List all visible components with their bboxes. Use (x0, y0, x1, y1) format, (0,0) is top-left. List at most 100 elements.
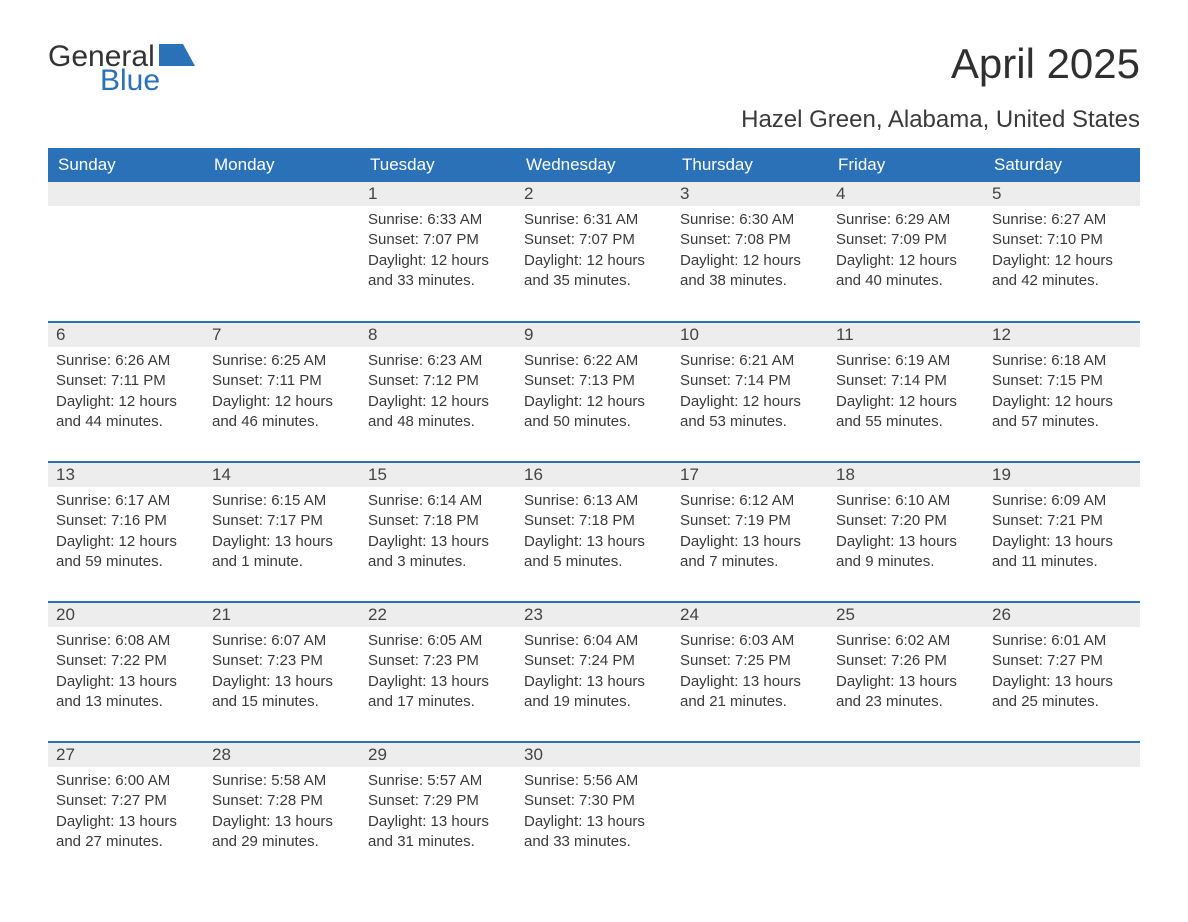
calendar-cell: 5Sunrise: 6:27 AMSunset: 7:10 PMDaylight… (984, 182, 1140, 322)
month-title: April 2025 (741, 40, 1140, 88)
sunset-text: Sunset: 7:14 PM (680, 371, 820, 391)
sunset-text: Sunset: 7:17 PM (212, 511, 352, 531)
calendar-cell: 24Sunrise: 6:03 AMSunset: 7:25 PMDayligh… (672, 602, 828, 742)
day-number: 12 (984, 323, 1140, 347)
daylight-text: Daylight: 12 hours and 35 minutes. (524, 251, 664, 292)
day-details: Sunrise: 6:09 AMSunset: 7:21 PMDaylight:… (984, 487, 1140, 584)
dayname-wednesday: Wednesday (516, 148, 672, 182)
calendar-cell: 1Sunrise: 6:33 AMSunset: 7:07 PMDaylight… (360, 182, 516, 322)
sunset-text: Sunset: 7:15 PM (992, 371, 1132, 391)
calendar-cell: 29Sunrise: 5:57 AMSunset: 7:29 PMDayligh… (360, 742, 516, 882)
sunrise-text: Sunrise: 6:10 AM (836, 491, 976, 511)
daylight-text: Daylight: 12 hours and 40 minutes. (836, 251, 976, 292)
day-number: 26 (984, 603, 1140, 627)
calendar-cell (48, 182, 204, 322)
daylight-text: Daylight: 13 hours and 31 minutes. (368, 812, 508, 853)
calendar-cell: 6Sunrise: 6:26 AMSunset: 7:11 PMDaylight… (48, 322, 204, 462)
daylight-text: Daylight: 13 hours and 15 minutes. (212, 672, 352, 713)
day-number (984, 743, 1140, 767)
day-details: Sunrise: 6:30 AMSunset: 7:08 PMDaylight:… (672, 206, 828, 303)
calendar-cell: 11Sunrise: 6:19 AMSunset: 7:14 PMDayligh… (828, 322, 984, 462)
day-number: 19 (984, 463, 1140, 487)
calendar-cell: 10 Sunrise: 6:21 AMSunset: 7:14 PMDayligh… (672, 322, 828, 462)
day-number: 24 (672, 603, 828, 627)
sunrise-text: Sunrise: 6:21 AM (680, 351, 820, 371)
day-details: Sunrise: 6:29 AMSunset: 7:09 PMDaylight:… (828, 206, 984, 303)
sunrise-text: Sunrise: 6:04 AM (524, 631, 664, 651)
sunset-text: Sunset: 7:20 PM (836, 511, 976, 531)
sunset-text: Sunset: 7:23 PM (212, 651, 352, 671)
dayname-row: Sunday Monday Tuesday Wednesday Thursday… (48, 148, 1140, 182)
sunrise-text: Sunrise: 6:31 AM (524, 210, 664, 230)
calendar-cell: 22Sunrise: 6:05 AMSunset: 7:23 PMDayligh… (360, 602, 516, 742)
day-details: Sunrise: 6:03 AMSunset: 7:25 PMDaylight:… (672, 627, 828, 724)
dayname-saturday: Saturday (984, 148, 1140, 182)
day-number: 5 (984, 182, 1140, 206)
day-details: Sunrise: 6:14 AMSunset: 7:18 PMDaylight:… (360, 487, 516, 584)
day-details: Sunrise: 6:17 AMSunset: 7:16 PMDaylight:… (48, 487, 204, 584)
calendar-cell: 3Sunrise: 6:30 AMSunset: 7:08 PMDaylight… (672, 182, 828, 322)
sunrise-text: Sunrise: 6:02 AM (836, 631, 976, 651)
sunset-text: Sunset: 7:11 PM (56, 371, 196, 391)
sunrise-text: Sunrise: 6:29 AM (836, 210, 976, 230)
daylight-text: Daylight: 13 hours and 3 minutes. (368, 532, 508, 573)
day-number: 28 (204, 743, 360, 767)
daylight-text: Daylight: 13 hours and 13 minutes. (56, 672, 196, 713)
day-number: 8 (360, 323, 516, 347)
day-number: 15 (360, 463, 516, 487)
daylight-text: Daylight: 13 hours and 9 minutes. (836, 532, 976, 573)
calendar-cell: 13Sunrise: 6:17 AMSunset: 7:16 PMDayligh… (48, 462, 204, 602)
sunrise-text: Sunrise: 6:30 AM (680, 210, 820, 230)
day-details: Sunrise: 6:00 AMSunset: 7:27 PMDaylight:… (48, 767, 204, 864)
dayname-tuesday: Tuesday (360, 148, 516, 182)
day-number: 10 (672, 323, 828, 347)
day-number: 18 (828, 463, 984, 487)
sunrise-text: Sunrise: 6:09 AM (992, 491, 1132, 511)
logo-word-blue: Blue (100, 66, 195, 96)
day-number (828, 743, 984, 767)
dayname-sunday: Sunday (48, 148, 204, 182)
day-number: 23 (516, 603, 672, 627)
day-details: Sunrise: 6:07 AMSunset: 7:23 PMDaylight:… (204, 627, 360, 724)
calendar-cell: 4Sunrise: 6:29 AMSunset: 7:09 PMDaylight… (828, 182, 984, 322)
calendar-table: Sunday Monday Tuesday Wednesday Thursday… (48, 148, 1140, 882)
calendar-cell: 15Sunrise: 6:14 AMSunset: 7:18 PMDayligh… (360, 462, 516, 602)
day-number: 14 (204, 463, 360, 487)
daylight-text: Daylight: 12 hours and 33 minutes. (368, 251, 508, 292)
daylight-text: Daylight: 13 hours and 7 minutes. (680, 532, 820, 573)
calendar-week: 20Sunrise: 6:08 AMSunset: 7:22 PMDayligh… (48, 602, 1140, 742)
day-details: Sunrise: 6:01 AMSunset: 7:27 PMDaylight:… (984, 627, 1140, 724)
sunset-text: Sunset: 7:19 PM (680, 511, 820, 531)
sunrise-text: Sunrise: 6:08 AM (56, 631, 196, 651)
day-number: 25 (828, 603, 984, 627)
sunset-text: Sunset: 7:27 PM (992, 651, 1132, 671)
sunset-text: Sunset: 7:12 PM (368, 371, 508, 391)
calendar-week: 27Sunrise: 6:00 AMSunset: 7:27 PMDayligh… (48, 742, 1140, 882)
day-number: 27 (48, 743, 204, 767)
day-details: Sunrise: 6:13 AMSunset: 7:18 PMDaylight:… (516, 487, 672, 584)
day-details: Sunrise: 6:27 AMSunset: 7:10 PMDaylight:… (984, 206, 1140, 303)
day-number: 2 (516, 182, 672, 206)
daylight-text: Daylight: 13 hours and 11 minutes. (992, 532, 1132, 573)
day-number: 16 (516, 463, 672, 487)
sunset-text: Sunset: 7:22 PM (56, 651, 196, 671)
sunset-text: Sunset: 7:26 PM (836, 651, 976, 671)
day-number: 21 (204, 603, 360, 627)
day-details: Sunrise: 6:15 AMSunset: 7:17 PMDaylight:… (204, 487, 360, 584)
sunrise-text: Sunrise: 6:07 AM (212, 631, 352, 651)
calendar-cell: 23Sunrise: 6:04 AMSunset: 7:24 PMDayligh… (516, 602, 672, 742)
sunrise-text: Sunrise: 6:13 AM (524, 491, 664, 511)
sunrise-text: Sunrise: 6:12 AM (680, 491, 820, 511)
daylight-text: Daylight: 12 hours and 53 minutes. (680, 392, 820, 433)
day-details: Sunrise: 6:12 AMSunset: 7:19 PMDaylight:… (672, 487, 828, 584)
daylight-text: Daylight: 13 hours and 17 minutes. (368, 672, 508, 713)
calendar-cell: 18 Sunrise: 6:10 AMSunset: 7:20 PMDayligh… (828, 462, 984, 602)
daylight-text: Daylight: 13 hours and 21 minutes. (680, 672, 820, 713)
sunrise-text: Sunrise: 6:27 AM (992, 210, 1132, 230)
day-details: Sunrise: 6:31 AMSunset: 7:07 PMDaylight:… (516, 206, 672, 303)
calendar-cell: 19Sunrise: 6:09 AMSunset: 7:21 PMDayligh… (984, 462, 1140, 602)
day-number: 17 (672, 463, 828, 487)
daylight-text: Daylight: 12 hours and 50 minutes. (524, 392, 664, 433)
day-details: Sunrise: 5:57 AMSunset: 7:29 PMDaylight:… (360, 767, 516, 864)
sunset-text: Sunset: 7:23 PM (368, 651, 508, 671)
